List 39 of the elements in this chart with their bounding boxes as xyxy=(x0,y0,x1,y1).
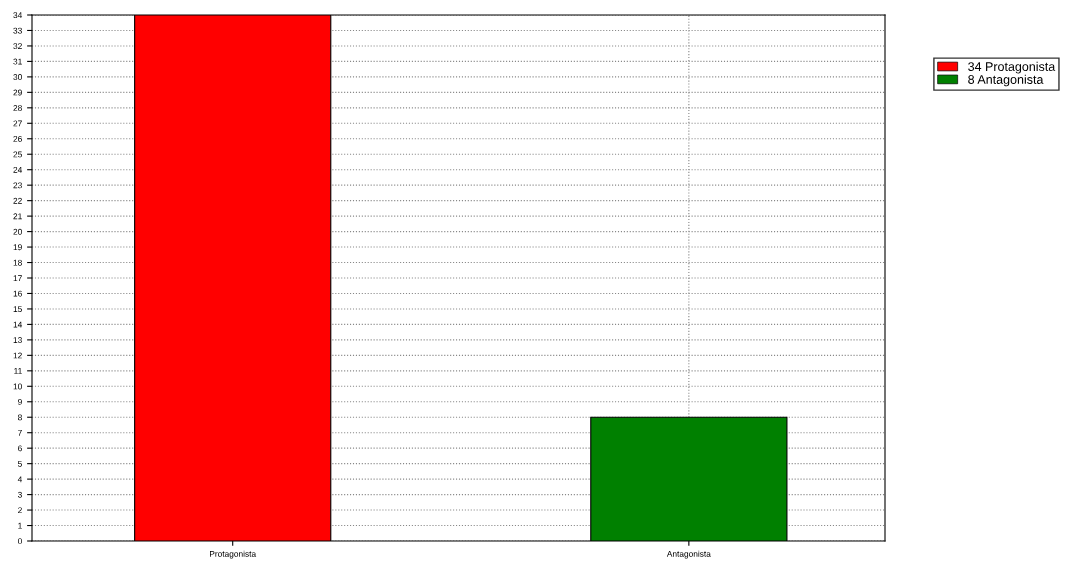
y-tick-label: 16 xyxy=(13,290,22,297)
y-tick-label: 33 xyxy=(13,27,22,34)
y-tick-label: 28 xyxy=(13,105,22,111)
legend-label: 34 Protagonista xyxy=(968,61,1056,74)
y-tick-label: 17 xyxy=(13,275,22,282)
y-tick-label: 19 xyxy=(13,244,22,251)
y-tick-label: 27 xyxy=(13,120,22,127)
y-tick-label: 21 xyxy=(13,213,22,220)
y-tick-label: 4 xyxy=(17,476,23,483)
y-tick-label: 23 xyxy=(13,182,22,189)
legend-label: 8 Antagonista xyxy=(968,74,1044,87)
y-tick-label: 10 xyxy=(13,383,22,390)
y-tick-label: 30 xyxy=(13,74,22,80)
y-tick-label: 11 xyxy=(14,368,22,374)
y-tick-label: 0 xyxy=(17,538,22,545)
y-tick-label: 15 xyxy=(13,306,22,313)
y-tick-label: 6 xyxy=(18,445,22,452)
y-tick-label: 13 xyxy=(13,337,22,343)
y-tick-label: 14 xyxy=(13,321,23,328)
y-tick-label: 9 xyxy=(18,398,22,405)
x-tick-label: Antagonista xyxy=(666,550,711,559)
y-tick-label: 25 xyxy=(13,151,22,158)
y-tick-label: 26 xyxy=(13,135,22,142)
y-tick-label: 29 xyxy=(13,89,22,96)
y-tick-label: 32 xyxy=(13,43,22,50)
y-tick-label: 34 xyxy=(13,12,23,19)
y-tick-label: 5 xyxy=(17,460,22,467)
y-tick-label: 18 xyxy=(13,259,22,266)
y-tick-label: 22 xyxy=(13,197,22,204)
x-tick-label: Protagonista xyxy=(210,550,257,559)
y-tick-label: 2 xyxy=(18,507,22,514)
y-tick-label: 1 xyxy=(18,522,22,529)
y-tick-label: 7 xyxy=(18,429,22,436)
y-tick-label: 8 xyxy=(18,414,22,421)
y-tick-label: 24 xyxy=(13,166,23,173)
y-tick-label: 31 xyxy=(13,58,22,65)
y-tick-label: 3 xyxy=(17,491,22,498)
y-tick-label: 12 xyxy=(13,352,22,359)
y-tick-label: 20 xyxy=(13,228,22,235)
